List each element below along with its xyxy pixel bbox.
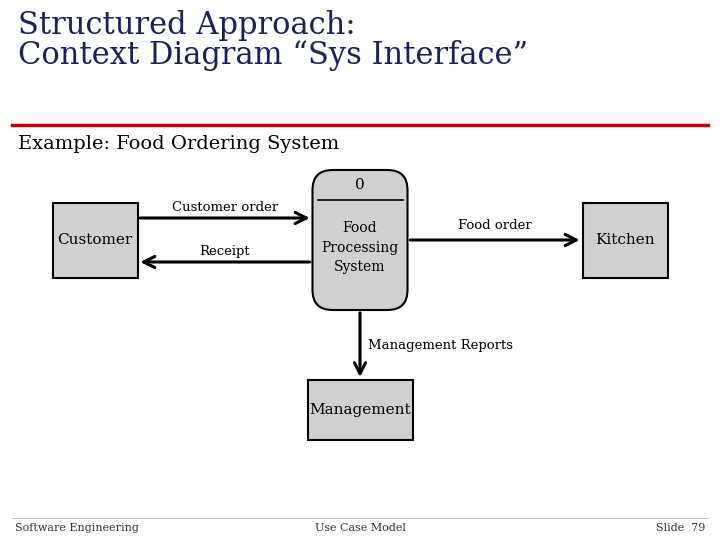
FancyBboxPatch shape [312,170,408,310]
Text: Slide  79: Slide 79 [656,523,705,533]
Text: Customer: Customer [58,233,132,247]
Text: Use Case Model: Use Case Model [315,523,405,533]
FancyBboxPatch shape [307,380,413,440]
Text: Kitchen: Kitchen [595,233,654,247]
Text: Food order: Food order [458,219,532,232]
Text: 0: 0 [355,178,365,192]
Text: Structured Approach:: Structured Approach: [18,10,356,41]
Text: Customer order: Customer order [172,201,278,214]
FancyBboxPatch shape [582,202,667,278]
Text: Receipt: Receipt [199,245,251,258]
Text: Software Engineering: Software Engineering [15,523,139,533]
Text: Context Diagram “Sys Interface”: Context Diagram “Sys Interface” [18,40,528,71]
FancyBboxPatch shape [53,202,138,278]
Text: Management: Management [309,403,411,417]
Text: Management Reports: Management Reports [368,339,513,352]
Text: Food
Processing
System: Food Processing System [321,221,399,274]
Text: Example: Food Ordering System: Example: Food Ordering System [18,135,339,153]
